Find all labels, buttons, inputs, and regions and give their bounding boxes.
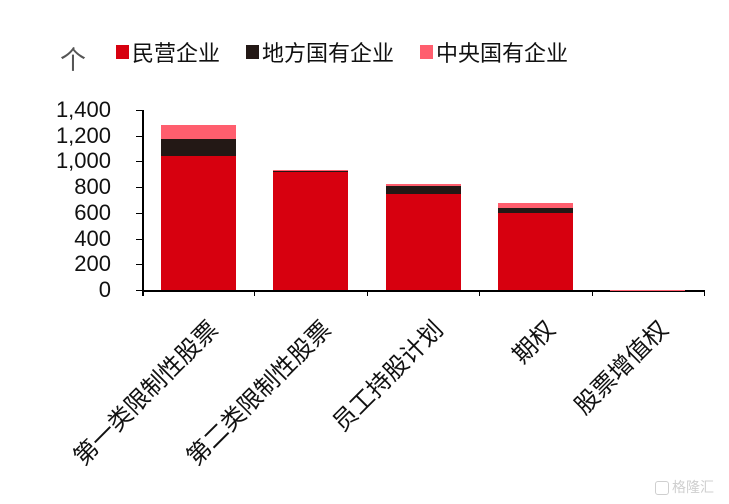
bar-segment <box>497 202 573 208</box>
y-tick <box>136 212 142 214</box>
legend-label: 中央国有企业 <box>436 42 569 67</box>
y-tick <box>136 238 142 240</box>
x-tick <box>254 290 256 296</box>
legend: 民营企业 地方国有企业 中央国有企业 <box>116 36 594 68</box>
bar-segment <box>497 207 573 213</box>
y-tick-label: 200 <box>74 251 111 277</box>
y-tick-label: 1,400 <box>55 97 111 122</box>
legend-label: 民营企业 <box>132 42 221 67</box>
y-axis-unit-label: 个 <box>60 46 87 76</box>
x-tick <box>142 290 143 296</box>
y-axis <box>142 110 144 296</box>
y-tick-label: 1,000 <box>55 148 111 174</box>
y-tick <box>136 135 142 137</box>
x-axis-category-label: 股票增值权 <box>568 315 674 421</box>
x-tick <box>366 290 368 296</box>
x-tick <box>704 290 705 296</box>
y-tick <box>136 161 142 163</box>
x-axis-category-label: 员工持股计划 <box>327 315 449 437</box>
x-axis <box>142 290 704 292</box>
watermark-logo-icon <box>655 481 669 495</box>
bar-segment <box>160 125 236 140</box>
watermark-text: 格隆汇 <box>672 480 714 496</box>
bar-segment <box>273 171 349 290</box>
bar-segment <box>385 194 461 290</box>
legend-swatch-icon <box>116 45 129 59</box>
bar-segment <box>497 212 573 290</box>
y-tick-label: 1,200 <box>55 122 111 148</box>
x-tick <box>479 290 481 296</box>
legend-swatch-icon <box>246 45 260 59</box>
y-tick <box>136 264 142 266</box>
y-tick <box>136 110 142 111</box>
y-tick-label: 800 <box>74 174 111 200</box>
watermark: 格隆汇 <box>655 477 714 497</box>
legend-item-local-soe: 地方国有企业 <box>246 36 394 68</box>
y-tick-label: 600 <box>74 199 111 225</box>
legend-label: 地方国有企业 <box>262 42 395 67</box>
y-tick-label: 400 <box>74 225 111 251</box>
x-axis-category-label: 期权 <box>507 315 562 370</box>
y-tick <box>136 187 142 189</box>
bar-segment <box>385 184 461 187</box>
y-tick-label: 0 <box>98 277 111 302</box>
legend-item-private: 民营企业 <box>116 36 220 68</box>
y-tick <box>136 290 142 291</box>
bar-segment <box>273 169 349 172</box>
x-tick <box>591 290 593 296</box>
bar-segment <box>160 139 236 157</box>
bar-segment <box>160 156 236 290</box>
legend-item-central-soe: 中央国有企业 <box>420 36 568 68</box>
legend-swatch-icon <box>420 45 434 59</box>
bar-segment <box>385 186 461 195</box>
